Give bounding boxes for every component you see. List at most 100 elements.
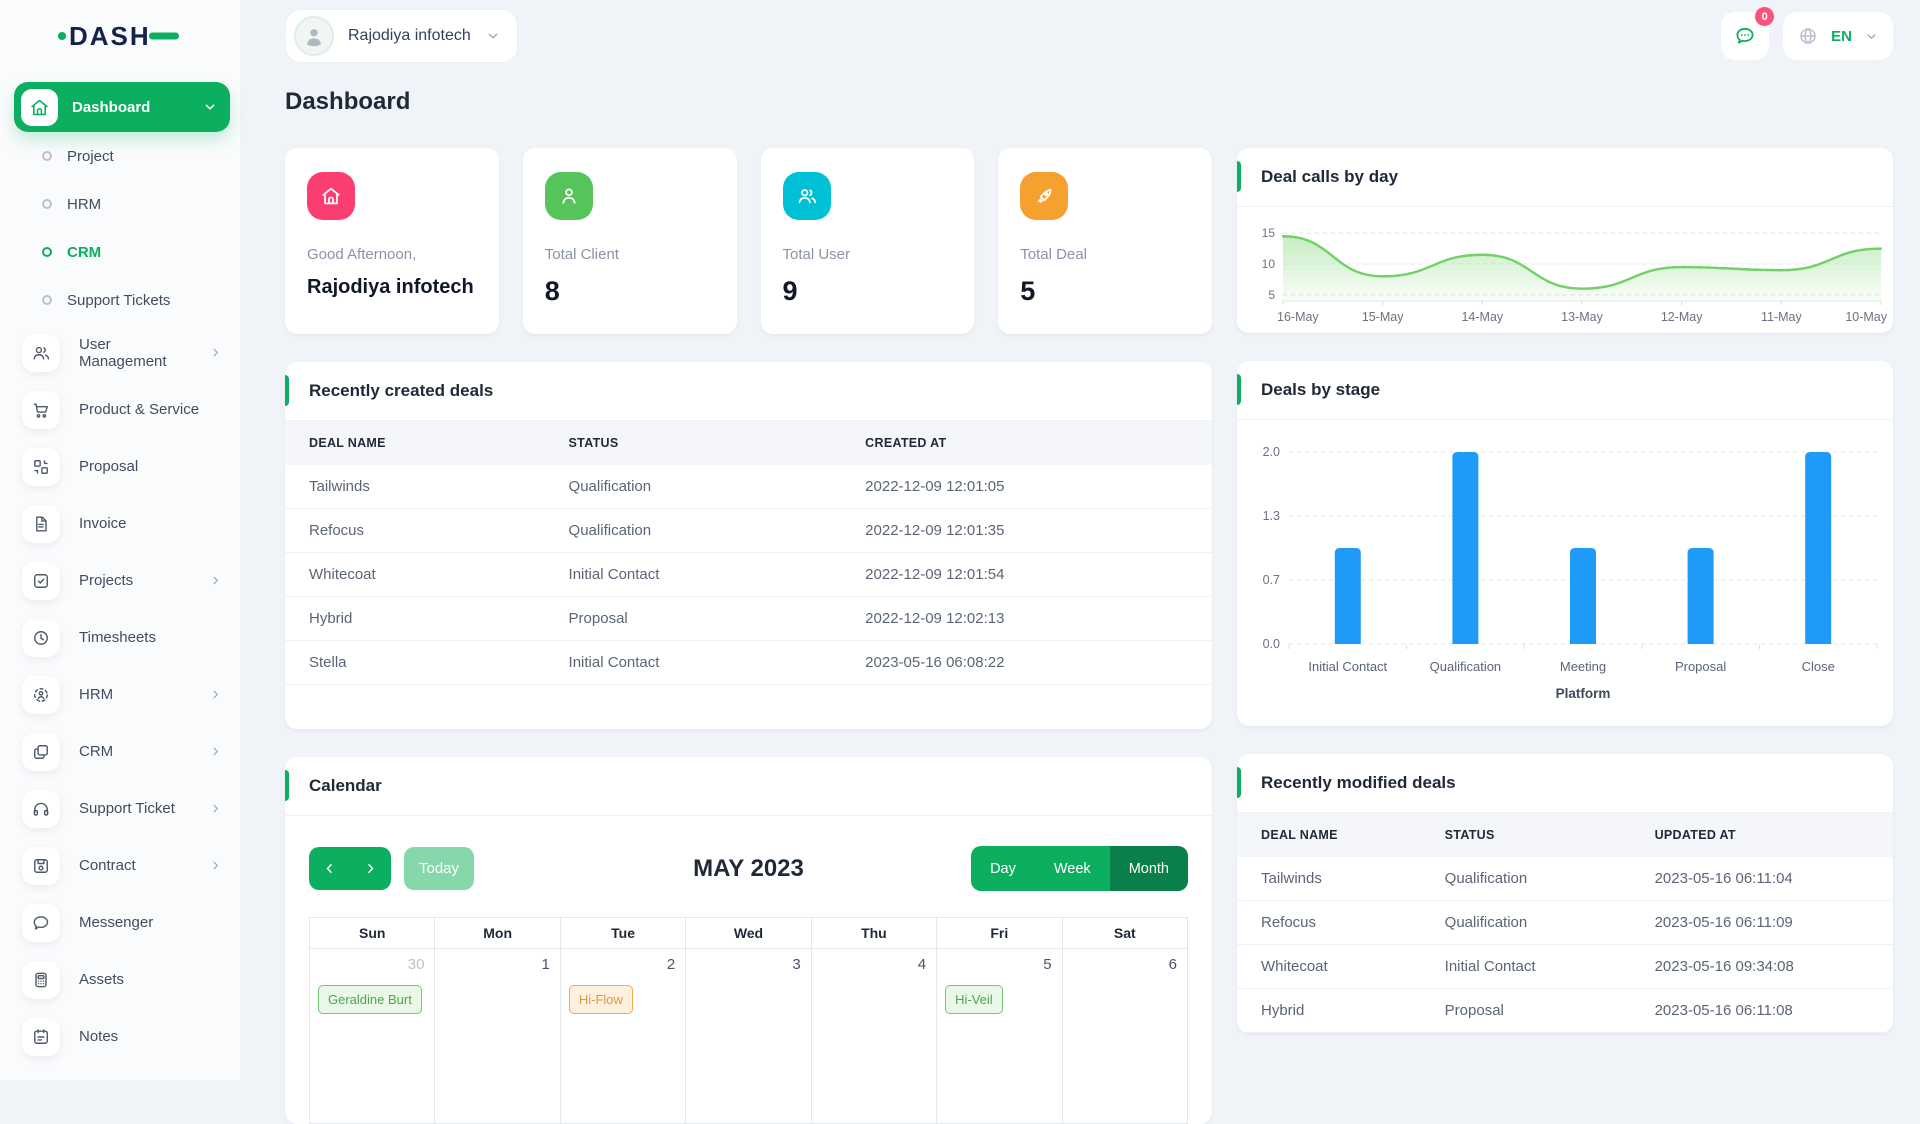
dashboard-grid: Good Afternoon, Rajodiya infotech Total Cl… [285, 148, 1893, 1124]
stat-card-total-deal: Total Deal 5 [998, 148, 1212, 334]
bar-qualification [1452, 452, 1479, 644]
column-header-status-2: STATUS [1420, 813, 1631, 857]
floppy-icon [34, 858, 48, 873]
sidebar-item-contract[interactable]: Contract [14, 837, 230, 894]
calendar-day-cell[interactable]: 1 [434, 948, 561, 1124]
sidebar-item-assets[interactable]: Assets [14, 951, 230, 1008]
sidebar-item-product-service[interactable]: Product & Service [14, 381, 230, 438]
sidebar-item-label: HRM [67, 195, 102, 213]
sidebar-item-hrm[interactable]: HRM [14, 180, 230, 228]
svg-text:13-May: 13-May [1561, 310, 1603, 324]
company-selector[interactable]: Rajodiya infotech [285, 9, 518, 63]
sidebar-item-user-management[interactable]: User Management [14, 324, 230, 381]
message-dots-icon [1733, 24, 1757, 48]
sidebar-item-messenger[interactable]: Messenger [14, 894, 230, 951]
sidebar-item-label: Messenger [79, 914, 154, 931]
sidebar-item-invoice[interactable]: Invoice [14, 495, 230, 552]
calendar-view-month[interactable]: Month [1109, 846, 1188, 891]
sidebar-item-support-tickets[interactable]: Support Tickets [14, 276, 230, 324]
calendar-event-hi-flow[interactable]: Hi-Flow [568, 985, 633, 1014]
calendar-today-button[interactable]: Today [404, 847, 475, 890]
sidebar-item-hrm-2[interactable]: HRM [14, 666, 230, 723]
table-cell: Refocus [1237, 900, 1421, 945]
table-cell: 2023-05-16 06:11:08 [1630, 988, 1893, 1033]
calendar-day-cell[interactable]: 4 [810, 948, 938, 1124]
table-cell: Proposal [1420, 988, 1631, 1033]
left-column: Good Afternoon, Rajodiya infotech Total Cl… [285, 148, 1212, 1124]
table-cell: Stella [285, 640, 545, 685]
messages-button[interactable]: 0 [1721, 7, 1775, 60]
svg-text:15: 15 [1262, 226, 1276, 240]
bullet-icon [42, 295, 52, 305]
sidebar-item-dashboard[interactable]: Dashboard [14, 82, 230, 132]
table-cell: Qualification [544, 465, 842, 509]
chevron-left-icon [322, 861, 337, 876]
sidebar-item-projects[interactable]: Projects [14, 552, 230, 609]
table-cell: 2022-12-09 12:01:35 [841, 508, 1212, 553]
chevron-right-icon [209, 859, 222, 872]
table-cell: Tailwinds [285, 465, 545, 509]
svg-text:15-May: 15-May [1362, 310, 1404, 324]
calendar-event-geraldine-burt[interactable]: Geraldine Burt [318, 985, 422, 1014]
bar-chart-body: 0.0 0.7 1.3 2.0 Initial Contact Qualification… [1237, 420, 1893, 726]
sidebar-item-proposal[interactable]: Proposal [14, 438, 230, 495]
sidebar-item-crm-2[interactable]: CRM [14, 723, 230, 780]
calendar-event-hi-veil[interactable]: Hi-Veil [945, 985, 1003, 1014]
card-header: Recently modified deals [1237, 754, 1893, 813]
calendar-view-switcher: Day Week Month [971, 846, 1188, 891]
sidebar-item-timesheets[interactable]: Timesheets [14, 609, 230, 666]
column-header-deal-name-2: DEAL NAME [1237, 813, 1421, 857]
recently-modified-deals-table: DEAL NAME STATUS UPDATED AT Tailwinds Qualif… [1237, 813, 1893, 1033]
bar-meeting [1570, 548, 1596, 644]
chevron-right-icon [368, 864, 374, 873]
calendar-next-button[interactable] [350, 847, 391, 890]
svg-text:Meeting: Meeting [1560, 659, 1606, 674]
calendar-day-number: 4 [917, 956, 927, 973]
language-code: EN [1831, 27, 1852, 45]
stat-label: Total User [782, 246, 851, 263]
deal-calls-area-chart: 5 10 15 16-May 15-May 14-May 13-May 12-May 11-Ma… [1262, 226, 1888, 324]
calendar-day-cell[interactable]: 3 [685, 948, 812, 1124]
calendar-day-cell[interactable]: 30 Geraldine Burt [308, 948, 436, 1124]
chevron-right-icon [213, 747, 218, 756]
column-header-created-at: CREATED AT [841, 421, 1212, 465]
sidebar-item-crm[interactable]: CRM [14, 228, 230, 276]
chevron-right-icon [213, 576, 218, 585]
company-name: Rajodiya infotech [348, 27, 471, 44]
sidebar-item-project[interactable]: Project [14, 132, 230, 180]
calendar-day-cell[interactable]: 2 Hi-Flow [559, 948, 687, 1124]
app-logo-text: DASH [69, 21, 151, 51]
globe-icon [1800, 28, 1816, 44]
table-cell: Refocus [285, 508, 545, 553]
check-square-icon [22, 561, 60, 600]
sidebar-item-label: Dashboard [72, 98, 151, 116]
chevron-right-icon [363, 861, 378, 876]
stat-label: Total Deal [1020, 246, 1087, 263]
sidebar-item-label: Projects [79, 572, 134, 589]
sidebar-item-label: Invoice [79, 515, 127, 532]
table-cell: Tailwinds [1237, 857, 1421, 901]
svg-text:Close: Close [1802, 659, 1835, 674]
calendar-card: Calendar MAY 2023 Today Day Week Month Sun… [285, 757, 1212, 1124]
table-row: Whitecoat Initial Contact 2023-05-16 09:34… [1237, 944, 1893, 989]
sidebar-item-support-ticket[interactable]: Support Ticket [14, 780, 230, 837]
notebook-icon [22, 1017, 60, 1056]
chevron-right-icon [209, 802, 222, 815]
chevron-right-icon [209, 688, 222, 701]
app-logo[interactable]: DASH [0, 0, 240, 72]
person-fill-icon [306, 29, 322, 47]
calendar-day-cell[interactable]: 6 [1061, 948, 1189, 1124]
sidebar-item-notes[interactable]: Notes [14, 1008, 230, 1065]
calendar-view-day[interactable]: Day [971, 846, 1035, 891]
svg-text:Initial Contact: Initial Contact [1308, 659, 1387, 674]
weekday-header-mon: Mon [434, 917, 561, 949]
language-selector[interactable]: EN [1783, 12, 1893, 60]
card-title: Calendar [309, 776, 382, 795]
table-row: Refocus Qualification 2022-12-09 12:01:35 [285, 508, 1212, 553]
calendar-view-week[interactable]: Week [1034, 846, 1110, 891]
chevron-right-icon [209, 346, 222, 359]
svg-text:10-May: 10-May [1845, 310, 1887, 324]
calendar-day-number: 1 [541, 956, 550, 973]
calendar-day-cell[interactable]: 5 Hi-Veil [936, 948, 1063, 1124]
calendar-prev-button[interactable] [309, 847, 350, 890]
